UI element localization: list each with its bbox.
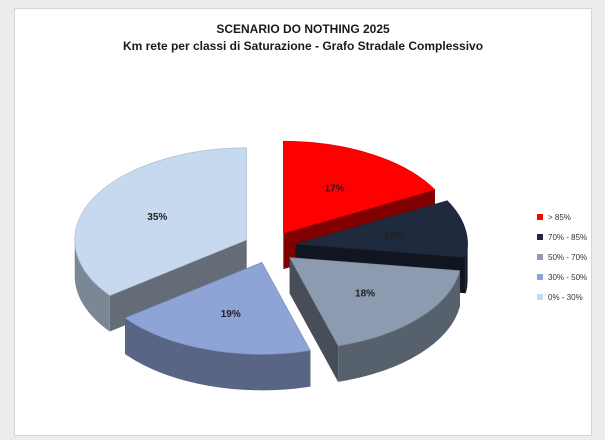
legend-item-50-70: 50% - 70%	[537, 247, 587, 267]
legend-swatch-70-85	[537, 234, 543, 240]
legend-item-70-85: 70% - 85%	[537, 227, 587, 247]
legend-label-50-70: 50% - 70%	[548, 252, 588, 262]
legend-item-30-50: 30% - 50%	[537, 267, 587, 287]
pie-slice-label-4: 35%	[147, 212, 167, 223]
chart-title: SCENARIO DO NOTHING 2025 Km rete per cla…	[15, 21, 591, 55]
pie-chart: 17% 10% 18% 19% 35%	[74, 140, 468, 391]
pie-slice-2-rim-0	[338, 270, 460, 382]
pie-slice-3-top	[124, 261, 311, 355]
legend-label-0-30: 0% - 30%	[548, 292, 583, 302]
legend-swatch-0-30	[537, 294, 543, 300]
legend-label-30-50: 30% - 50%	[548, 272, 588, 282]
chart-title-line-1: SCENARIO DO NOTHING 2025	[216, 22, 390, 36]
pie-slice-2-wall-1	[289, 257, 339, 382]
legend-item-gt-85: > 85%	[537, 207, 587, 227]
pie-slice-label-2: 18%	[355, 288, 375, 299]
chart-area: SCENARIO DO NOTHING 2025 Km rete per cla…	[14, 8, 592, 436]
pie-slice-0-top	[283, 140, 436, 234]
pie-slice-2	[289, 257, 461, 382]
pie-slice-1-top	[295, 200, 468, 258]
legend-item-0-30: 0% - 30%	[537, 287, 587, 307]
legend-label-gt-85: > 85%	[548, 212, 571, 222]
pie-slice-3-rim-0	[125, 318, 311, 391]
legend-swatch-30-50	[537, 274, 543, 280]
pie-slice-4-top	[74, 147, 248, 296]
legend-swatch-gt-85	[537, 214, 543, 220]
pie-slice-2-top	[289, 257, 461, 347]
pie-slice-label-3: 19%	[221, 309, 241, 320]
pie-slice-label-0: 17%	[325, 183, 345, 194]
legend-swatch-50-70	[537, 254, 543, 260]
pie-slice-4	[74, 147, 248, 332]
chart-title-line-2: Km rete per classi di Saturazione - Graf…	[122, 39, 484, 53]
pie-slice-4-wall-0	[109, 239, 247, 332]
pie-slice-4-rim-0	[74, 239, 110, 332]
legend: > 85% 70% - 85% 50% - 70% 30% - 50% 0% -…	[537, 207, 587, 307]
pie-slice-label-1: 10%	[384, 231, 404, 242]
pie-slice-3	[124, 261, 311, 391]
legend-label-70-85: 70% - 85%	[548, 232, 588, 242]
